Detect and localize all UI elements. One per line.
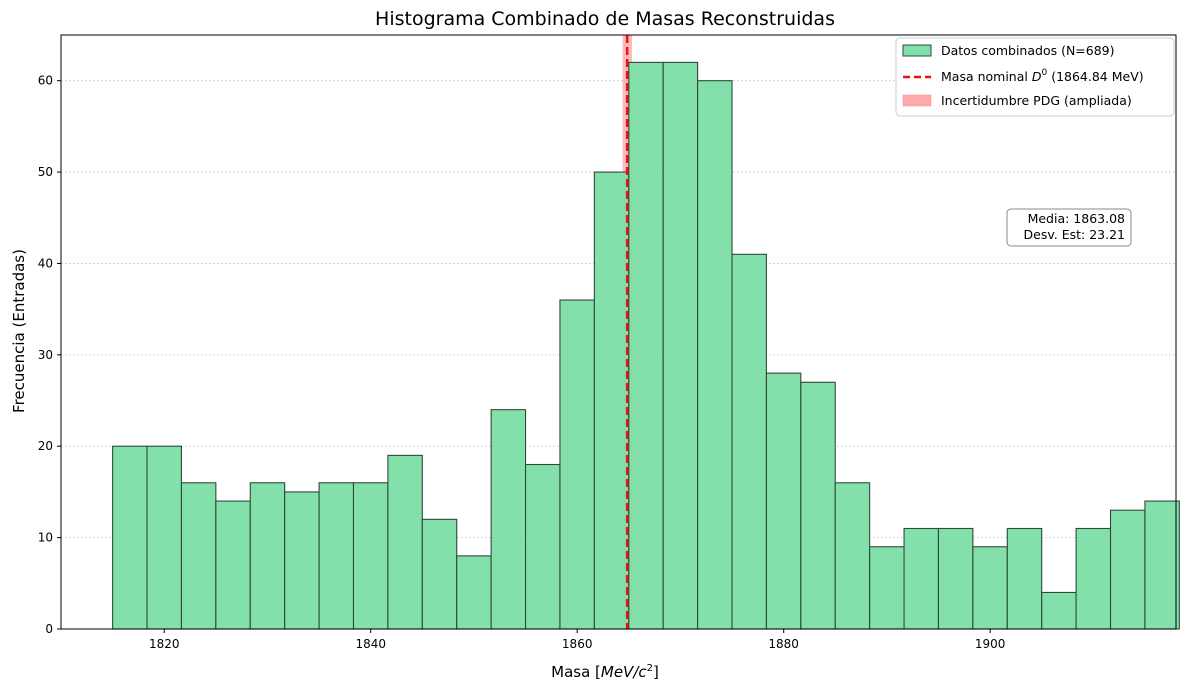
histogram-bar	[1041, 591, 1077, 630]
histogram-bar	[456, 555, 492, 630]
histogram-bar	[1109, 509, 1146, 630]
histogram-bar	[421, 518, 458, 630]
histogram-bar	[559, 299, 595, 630]
legend-swatch-band	[902, 94, 932, 107]
histogram-bar	[1075, 527, 1112, 630]
histogram-bar	[318, 482, 355, 630]
stats-box-frame	[1006, 208, 1132, 247]
x-tick-label: 1840	[355, 637, 386, 651]
x-axis-ticks: 1820 1840 1860 1880 1900	[149, 629, 1005, 651]
histogram-bar	[834, 482, 871, 630]
histogram-bar	[937, 527, 974, 630]
histogram-bar	[593, 171, 630, 630]
stats-box: Media: 1863.08 Desv. Est: 23.21	[1006, 208, 1132, 247]
histogram-bar	[800, 381, 836, 630]
x-axis-unit-exponent: 2	[647, 663, 653, 674]
histogram-bar	[180, 482, 217, 630]
legend-swatch-data	[902, 44, 932, 57]
legend: Datos combinados (N=689) Masa nominal D0…	[895, 37, 1175, 117]
plot-frame	[60, 34, 1177, 630]
histogram-bar	[972, 546, 1008, 630]
stats-std: Desv. Est: 23.21	[1024, 227, 1125, 242]
x-tick-label: 1880	[768, 637, 799, 651]
y-tick-label: 50	[38, 165, 53, 179]
legend-label-band: Incertidumbre PDG (ampliada)	[941, 93, 1132, 108]
histogram-bar	[524, 463, 561, 630]
y-tick-label: 0	[45, 622, 53, 636]
x-tick-label: 1860	[562, 637, 593, 651]
x-axis-label-name: Masa	[551, 663, 590, 681]
chart-title: Histograma Combinado de Masas Reconstrui…	[375, 8, 835, 30]
y-tick-label: 30	[38, 348, 53, 362]
axes	[60, 34, 1177, 630]
histogram-bar	[697, 80, 733, 630]
histogram-bar	[869, 546, 905, 630]
x-axis-label: Masa [MeV/c2]	[551, 663, 659, 681]
histogram-bar	[662, 61, 699, 630]
y-tick-label: 60	[38, 74, 53, 88]
legend-label-data: Datos combinados (N=689)	[941, 43, 1115, 58]
legend-frame	[895, 37, 1175, 117]
stats-mean: Media: 1863.08	[1028, 211, 1125, 226]
histogram-bar	[249, 482, 286, 630]
histogram-bar	[628, 61, 664, 630]
y-tick-label: 10	[38, 531, 53, 545]
histogram-bar	[1006, 527, 1043, 630]
legend-label-nominal: Masa nominal D0 (1864.84 MeV)	[941, 68, 1144, 84]
x-axis-unit: MeV/c	[601, 663, 647, 681]
histogram-bars	[112, 61, 1180, 630]
histogram-bar	[731, 253, 767, 630]
histogram-bar	[112, 445, 148, 630]
histogram-bar	[387, 454, 423, 630]
histogram-bar	[765, 372, 802, 630]
x-tick-label: 1820	[149, 637, 180, 651]
histogram-bar	[1144, 500, 1180, 630]
histogram-bar	[352, 482, 389, 630]
histogram-bar	[903, 527, 940, 630]
y-axis-ticks: 0 10 20 30 40 50 60	[38, 74, 61, 636]
y-tick-label: 20	[38, 439, 53, 453]
histogram-bar	[215, 500, 251, 630]
histogram-bar	[490, 409, 527, 630]
y-axis-label: Frecuencia (Entradas)	[10, 249, 28, 413]
y-tick-label: 40	[38, 256, 53, 270]
histogram-bar	[284, 491, 320, 630]
histogram-bar	[146, 445, 182, 630]
x-tick-label: 1900	[975, 637, 1006, 651]
